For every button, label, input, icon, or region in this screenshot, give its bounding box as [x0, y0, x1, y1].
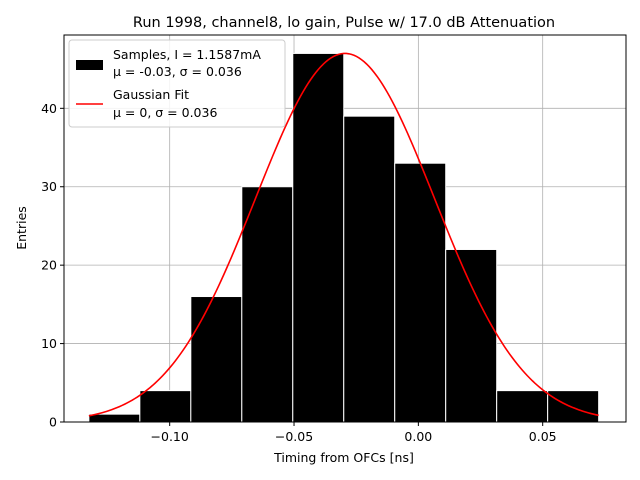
x-tick-label-3: 0.05 [529, 429, 557, 444]
x-tick-label-2: 0.00 [404, 429, 432, 444]
y-axis-label: Entries [14, 206, 29, 250]
histogram-bar-2 [190, 296, 243, 423]
axis-ticks: −0.10 −0.05 0.00 0.05 0 10 20 30 40 [41, 101, 557, 444]
chart-title: Run 1998, channel8, lo gain, Pulse w/ 17… [133, 15, 555, 31]
x-tick-label-0: −0.10 [151, 429, 189, 444]
legend-swatch-samples [76, 60, 103, 70]
y-tick-label-4: 40 [41, 101, 57, 116]
gaussian-fit-curve [88, 52, 599, 417]
legend-label-fit-stats: μ = 0, σ = 0.036 [113, 105, 217, 120]
y-tick-label-0: 0 [49, 415, 57, 430]
y-tick-label-1: 10 [41, 336, 57, 351]
gaussian-fit-line [88, 52, 599, 417]
legend-label-samples-stats: μ = -0.03, σ = 0.036 [113, 64, 242, 79]
x-tick-label-1: −0.05 [275, 429, 313, 444]
histogram-bar-3 [241, 186, 294, 423]
legend-label-fit: Gaussian Fit [113, 87, 189, 102]
legend-box [68, 39, 286, 128]
y-tick-label-3: 30 [41, 179, 57, 194]
histogram-bar-7 [445, 248, 498, 423]
histogram-bar-6 [394, 162, 447, 423]
legend-label-samples: Samples, I = 1.1587mA [113, 47, 261, 62]
legend: Samples, I = 1.1587mA μ = -0.03, σ = 0.0… [68, 39, 286, 128]
x-axis-label: Timing from OFCs [ns] [273, 450, 414, 465]
y-tick-label-2: 20 [41, 258, 57, 273]
plot-area-frame [63, 34, 627, 423]
histogram-bar-8 [496, 390, 549, 423]
histogram-bar-1 [139, 390, 192, 423]
histogram-bar-0 [88, 413, 141, 423]
histogram-bar-9 [547, 390, 600, 423]
histogram-bar-4 [292, 52, 345, 423]
histogram-bars [88, 52, 600, 423]
histogram-bar-5 [343, 115, 396, 423]
